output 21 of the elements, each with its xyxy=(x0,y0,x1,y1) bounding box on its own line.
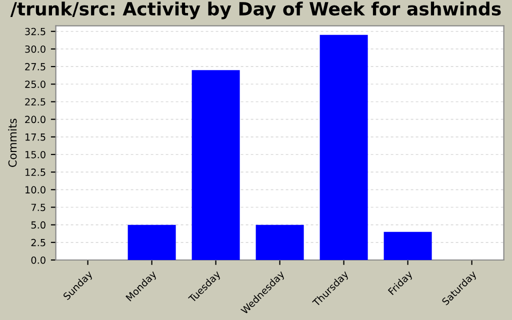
y-tick-label: 22.5 xyxy=(25,98,46,106)
chart-title: /trunk/src: Activity by Day of Week for ashwinds xyxy=(10,2,501,20)
y-tick-label: 0.0 xyxy=(31,256,46,264)
bar xyxy=(128,224,176,260)
y-tick-label: 7.5 xyxy=(31,204,46,212)
bar xyxy=(320,34,368,260)
y-tick-label: 20.0 xyxy=(25,116,46,124)
y-tick-label: 2.5 xyxy=(31,238,46,246)
y-tick-label: 27.5 xyxy=(25,63,46,70)
y-axis-title: Commits xyxy=(8,118,17,167)
bar xyxy=(384,232,432,260)
y-tick-label: 15.0 xyxy=(26,150,46,158)
bar xyxy=(192,70,240,260)
bar xyxy=(256,224,304,260)
y-tick-label: 12.5 xyxy=(26,168,46,176)
y-tick-label: 32.5 xyxy=(25,28,46,36)
y-tick-label: 25.0 xyxy=(25,80,46,88)
y-tick-label: 17.5 xyxy=(26,134,46,141)
y-tick-label: 10.0 xyxy=(26,186,46,194)
y-tick-label: 30.0 xyxy=(25,45,46,53)
y-tick-label: 5.0 xyxy=(31,221,46,229)
